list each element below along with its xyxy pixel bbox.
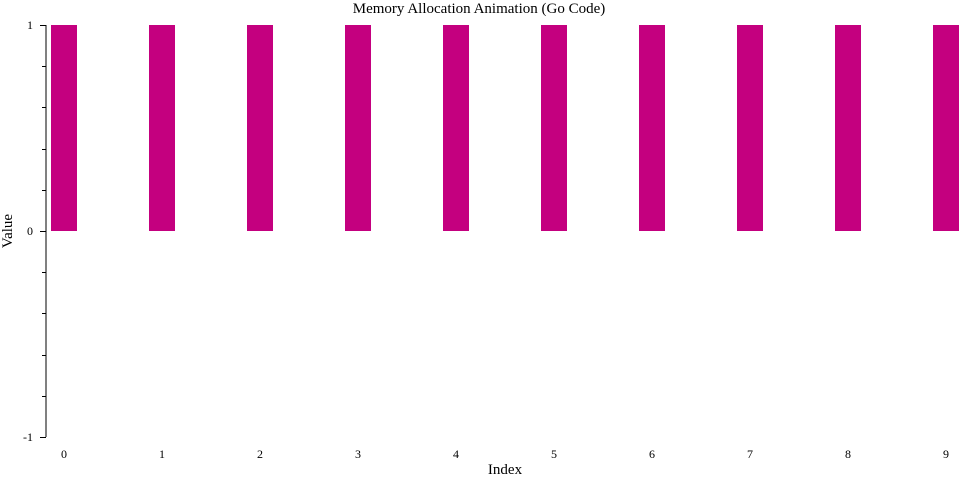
- x-axis-label: Index: [488, 462, 523, 478]
- bar-5: [541, 25, 567, 231]
- bar-3: [345, 25, 371, 231]
- x-tick-label: 7: [747, 447, 753, 461]
- bar-6: [639, 25, 665, 231]
- chart-title: Memory Allocation Animation (Go Code): [353, 1, 605, 17]
- bar-7: [737, 25, 763, 231]
- bar-8: [835, 25, 861, 231]
- bar-2: [247, 25, 273, 231]
- bar-0: [51, 25, 77, 231]
- y-tick-label: -1: [23, 430, 33, 444]
- bars-group: [51, 25, 959, 231]
- x-tick-label: 1: [159, 447, 165, 461]
- x-tick-label: 3: [355, 447, 361, 461]
- y-tick-label: 0: [27, 224, 33, 238]
- bar-9: [933, 25, 959, 231]
- x-tick-label: 2: [257, 447, 263, 461]
- bar-1: [149, 25, 175, 231]
- x-tick-label: 6: [649, 447, 655, 461]
- x-tick-label: 5: [551, 447, 557, 461]
- y-ticks-group: -1 0 1: [23, 18, 46, 444]
- x-tick-label: 9: [943, 447, 949, 461]
- x-tick-label: 0: [61, 447, 67, 461]
- y-axis-label: Value: [0, 214, 16, 248]
- x-ticks-group: 0 1 2 3 4 5 6 7 8 9: [61, 447, 949, 461]
- y-tick-label: 1: [27, 18, 33, 32]
- x-tick-label: 8: [845, 447, 851, 461]
- bar-4: [443, 25, 469, 231]
- x-tick-label: 4: [453, 447, 459, 461]
